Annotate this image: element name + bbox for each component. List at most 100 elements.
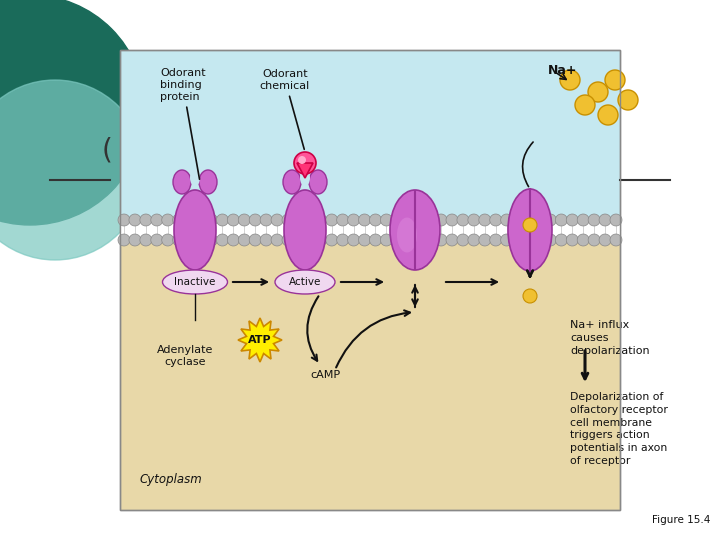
Circle shape <box>512 234 523 246</box>
Circle shape <box>599 234 611 246</box>
Circle shape <box>500 234 513 246</box>
Circle shape <box>598 105 618 125</box>
Circle shape <box>348 234 359 246</box>
Circle shape <box>402 234 414 246</box>
Circle shape <box>260 214 272 226</box>
Circle shape <box>228 214 239 226</box>
Circle shape <box>304 234 316 246</box>
Text: Na+ influx
causes
depolarization: Na+ influx causes depolarization <box>570 320 649 356</box>
Circle shape <box>293 234 305 246</box>
Circle shape <box>337 234 348 246</box>
Text: (: ( <box>102 136 112 164</box>
Circle shape <box>194 214 207 226</box>
Circle shape <box>260 234 272 246</box>
Circle shape <box>392 234 403 246</box>
Circle shape <box>298 156 306 164</box>
Circle shape <box>555 234 567 246</box>
Circle shape <box>140 234 152 246</box>
Circle shape <box>140 214 152 226</box>
Circle shape <box>337 214 348 226</box>
Circle shape <box>271 234 283 246</box>
Circle shape <box>325 214 338 226</box>
Bar <box>120 221 620 239</box>
Circle shape <box>0 0 145 225</box>
Text: Inactive: Inactive <box>174 277 216 287</box>
Circle shape <box>129 214 141 226</box>
Circle shape <box>446 234 458 246</box>
Circle shape <box>413 234 426 246</box>
Ellipse shape <box>190 170 200 186</box>
Polygon shape <box>238 318 282 362</box>
Circle shape <box>446 214 458 226</box>
Circle shape <box>588 82 608 102</box>
Bar <box>120 230 620 510</box>
Circle shape <box>435 234 447 246</box>
Circle shape <box>435 214 447 226</box>
Circle shape <box>359 234 371 246</box>
Ellipse shape <box>390 190 440 270</box>
Circle shape <box>271 214 283 226</box>
Circle shape <box>282 214 294 226</box>
Circle shape <box>618 90 638 110</box>
Ellipse shape <box>174 190 216 270</box>
Circle shape <box>490 214 502 226</box>
Circle shape <box>523 234 534 246</box>
Circle shape <box>588 234 600 246</box>
Ellipse shape <box>508 189 552 271</box>
Circle shape <box>118 234 130 246</box>
Circle shape <box>479 234 491 246</box>
Ellipse shape <box>173 170 191 194</box>
Circle shape <box>424 234 436 246</box>
Text: Adenylate
cyclase: Adenylate cyclase <box>157 345 213 367</box>
Circle shape <box>380 214 392 226</box>
Circle shape <box>217 234 228 246</box>
Ellipse shape <box>163 270 228 294</box>
Circle shape <box>205 214 217 226</box>
Circle shape <box>293 214 305 226</box>
Circle shape <box>610 214 622 226</box>
Circle shape <box>238 234 251 246</box>
Circle shape <box>555 214 567 226</box>
Circle shape <box>325 234 338 246</box>
Circle shape <box>588 214 600 226</box>
Text: ATP: ATP <box>248 335 272 345</box>
Circle shape <box>249 214 261 226</box>
Text: Odorant
binding
protein: Odorant binding protein <box>160 69 206 179</box>
Text: Cytoplasm: Cytoplasm <box>140 474 203 487</box>
Circle shape <box>575 95 595 115</box>
Circle shape <box>577 234 589 246</box>
Ellipse shape <box>199 170 217 194</box>
Ellipse shape <box>283 170 301 194</box>
Text: Active: Active <box>289 277 321 287</box>
Ellipse shape <box>300 170 310 186</box>
Circle shape <box>369 214 382 226</box>
Circle shape <box>560 70 580 90</box>
Ellipse shape <box>284 190 326 270</box>
Circle shape <box>282 234 294 246</box>
Circle shape <box>468 214 480 226</box>
Circle shape <box>205 234 217 246</box>
Ellipse shape <box>397 218 417 253</box>
Circle shape <box>150 214 163 226</box>
Circle shape <box>479 214 491 226</box>
Circle shape <box>605 70 625 90</box>
Circle shape <box>380 234 392 246</box>
Circle shape <box>150 234 163 246</box>
Circle shape <box>577 214 589 226</box>
Circle shape <box>413 214 426 226</box>
Ellipse shape <box>275 270 335 294</box>
Circle shape <box>315 214 327 226</box>
Circle shape <box>228 234 239 246</box>
Circle shape <box>184 234 196 246</box>
Circle shape <box>162 214 174 226</box>
Circle shape <box>523 218 537 232</box>
Circle shape <box>162 234 174 246</box>
Text: Na+: Na+ <box>548 64 577 77</box>
Circle shape <box>490 234 502 246</box>
Circle shape <box>424 214 436 226</box>
Circle shape <box>512 214 523 226</box>
Text: Depolarization of
olfactory receptor
cell membrane
triggers action
potentials in: Depolarization of olfactory receptor cel… <box>570 392 668 466</box>
Circle shape <box>369 234 382 246</box>
Ellipse shape <box>309 170 327 194</box>
Circle shape <box>544 234 557 246</box>
